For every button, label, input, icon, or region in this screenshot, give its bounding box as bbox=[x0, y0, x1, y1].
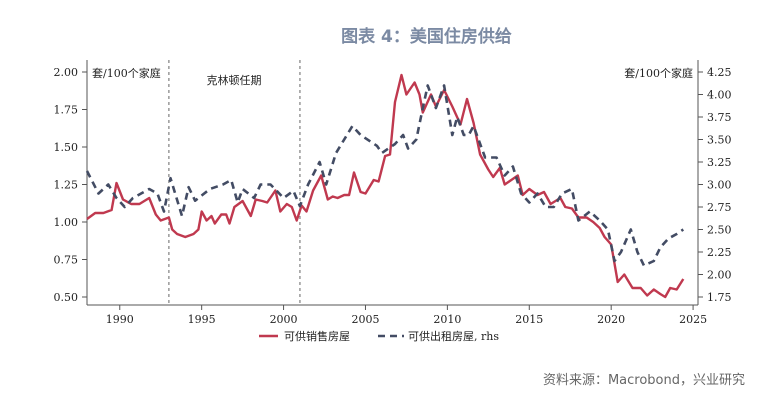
clinton-term-annotation: 克林顿任期 bbox=[207, 73, 262, 87]
right-tick-label: 4.25 bbox=[707, 66, 732, 79]
line-chart: 0.50 0.75 1.00 1.25 1.50 1.75 2.00 1.75 2.00 2.25… bbox=[54, 60, 732, 343]
right-tick-label: 4.00 bbox=[707, 89, 732, 102]
x-tick-label: 2010 bbox=[433, 313, 461, 326]
left-tick-label: 0.75 bbox=[54, 254, 79, 267]
series-line-sale bbox=[86, 73, 685, 299]
right-tick-label: 3.75 bbox=[707, 111, 732, 124]
x-tick-label: 2015 bbox=[515, 313, 543, 326]
left-tick-label: 1.75 bbox=[54, 104, 79, 117]
source-note: 资料来源：Macrobond，兴业研究 bbox=[542, 373, 745, 388]
x-tick-label: 2000 bbox=[270, 313, 298, 326]
legend-label-sale: 可供销售房屋 bbox=[284, 329, 350, 343]
legend-label-rent: 可供出租房屋, rhs bbox=[408, 329, 499, 343]
right-axis-unit: 套/100个家庭 bbox=[624, 66, 693, 80]
left-axis-unit: 套/100个家庭 bbox=[92, 66, 161, 80]
left-tick-label: 0.50 bbox=[54, 291, 79, 304]
left-tick-label: 1.00 bbox=[54, 216, 79, 229]
left-tick-label: 1.25 bbox=[54, 179, 79, 192]
x-tick-label: 1990 bbox=[106, 313, 134, 326]
x-tick-label: 2025 bbox=[679, 313, 707, 326]
right-tick-label: 2.50 bbox=[707, 224, 732, 237]
right-tick-label: 2.00 bbox=[707, 269, 732, 282]
right-tick-label: 3.00 bbox=[707, 179, 732, 192]
left-tick-label: 1.50 bbox=[54, 141, 79, 154]
x-tick-label: 1995 bbox=[188, 313, 216, 326]
chart-title: 图表 4：美国住房供给 bbox=[341, 27, 512, 47]
series-line-rent bbox=[85, 84, 685, 267]
left-tick-label: 2.00 bbox=[54, 66, 79, 79]
right-tick-label: 3.25 bbox=[707, 156, 732, 169]
x-tick-label: 2020 bbox=[597, 313, 625, 326]
right-tick-label: 2.25 bbox=[707, 246, 732, 259]
right-tick-label: 2.75 bbox=[707, 201, 732, 214]
x-tick-label: 2005 bbox=[351, 313, 379, 326]
right-tick-label: 3.50 bbox=[707, 134, 732, 147]
right-tick-label: 1.75 bbox=[707, 291, 732, 304]
